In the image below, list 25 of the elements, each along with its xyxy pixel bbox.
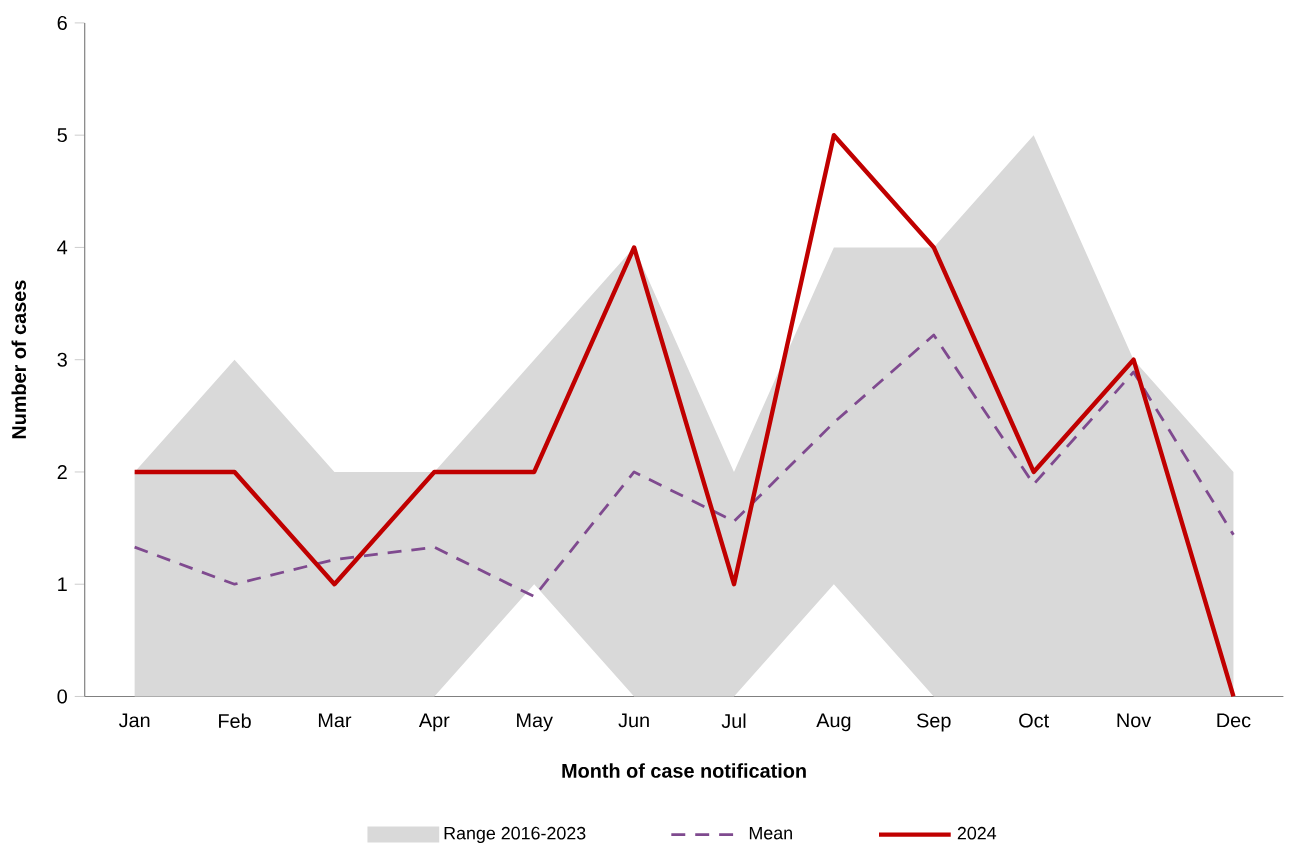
x-tick-label: Feb (219, 713, 251, 728)
x-axis-title: Month of case notification (562, 763, 806, 778)
line-series (133, 333, 1235, 598)
legend-label: 2024 (957, 826, 997, 840)
y-tick-label: 4 (57, 240, 68, 255)
x-tick-label: Jul (721, 713, 746, 728)
y-tick-label: 6 (57, 15, 67, 30)
y-tick-label: 3 (57, 352, 67, 367)
y-tick-label: 1 (58, 577, 67, 591)
y-tick-label: 0 (57, 689, 67, 704)
x-tick-label: Nov (1117, 713, 1152, 728)
x-tick-label: Oct (1019, 713, 1049, 728)
legend-label: Range 2016-2023 (444, 826, 586, 843)
x-tick-label: Mar (318, 713, 352, 728)
y-tick-label: 5 (57, 128, 67, 142)
x-tick-label: Jun (618, 713, 649, 728)
y-tick-label: 2 (57, 464, 67, 479)
x-tick-label: Apr (418, 713, 450, 732)
y-axis-title: Number of cases (11, 280, 27, 439)
x-tick-label: May (517, 713, 553, 732)
x-tick-label: Aug (816, 713, 851, 732)
x-tick-label: Sep (917, 713, 951, 732)
x-tick-label: Jan (118, 713, 150, 728)
legend-label: Mean (749, 826, 792, 840)
x-tick-label: Dec (1217, 713, 1251, 728)
